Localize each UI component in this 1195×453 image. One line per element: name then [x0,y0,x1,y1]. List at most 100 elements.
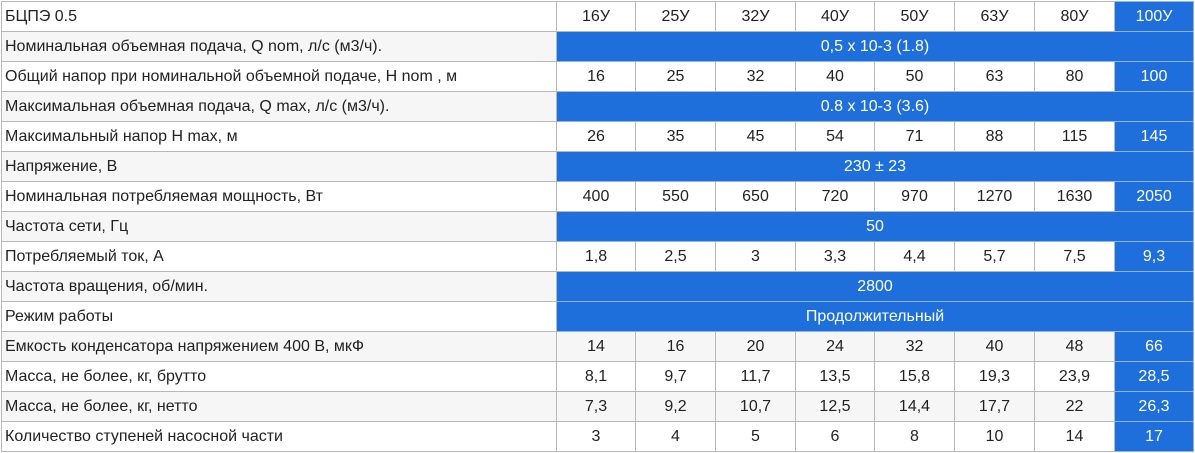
table-row: Номинальная объемная подача, Q nom, л/с … [2,32,1194,62]
value-cell: 8,1 [557,362,636,392]
row-label: Потребляемый ток, А [2,242,557,272]
row-label: Масса, не более, кг, нетто [2,392,557,422]
common-value-cell: 0.8 х 10-3 (3.6) [557,92,1194,122]
value-cell: 14 [557,332,636,362]
value-cell: 1270 [955,182,1035,212]
table-row: Общий напор при номинальной объемной под… [2,62,1194,92]
value-cell: 14,4 [875,392,955,422]
value-cell: 9,2 [636,392,716,422]
value-cell: 12,5 [796,392,875,422]
row-label: Количество ступеней насосной части [2,422,557,452]
value-cell-highlighted: 9,3 [1115,242,1194,272]
common-value-cell: 0,5 х 10-3 (1.8) [557,32,1194,62]
model-header: 25У [636,2,716,32]
value-cell: 16 [636,332,716,362]
value-cell: 5,7 [955,242,1035,272]
model-header: 80У [1035,2,1115,32]
value-cell: 720 [796,182,875,212]
row-label: Номинальная объемная подача, Q nom, л/с … [2,32,557,62]
value-cell: 11,7 [716,362,796,392]
header-label: БЦПЭ 0.5 [2,2,557,32]
value-cell: 13,5 [796,362,875,392]
table-row: Масса, не более, кг, брутто 8,1 9,7 11,7 13,… [2,362,1194,392]
table-row: Частота вращения, об/мин. 2800 [2,272,1194,302]
value-cell: 32 [716,62,796,92]
value-cell: 1630 [1035,182,1115,212]
value-cell-highlighted: 66 [1115,332,1194,362]
value-cell: 7,3 [557,392,636,422]
value-cell: 40 [796,62,875,92]
table-row: Максимальный напор H max, м 26 35 45 54 71 88 1… [2,122,1194,152]
value-cell: 17,7 [955,392,1035,422]
value-cell: 20 [716,332,796,362]
row-label: Напряжение, В [2,152,557,182]
row-label: Частота сети, Гц [2,212,557,242]
table-row: Напряжение, В 230 ± 23 [2,152,1194,182]
value-cell: 88 [955,122,1035,152]
value-cell: 7,5 [1035,242,1115,272]
value-cell: 650 [716,182,796,212]
value-cell: 4 [636,422,716,452]
value-cell: 54 [796,122,875,152]
value-cell: 3 [557,422,636,452]
value-cell: 22 [1035,392,1115,422]
value-cell: 71 [875,122,955,152]
value-cell: 80 [1035,62,1115,92]
value-cell: 35 [636,122,716,152]
value-cell: 10 [955,422,1035,452]
value-cell: 25 [636,62,716,92]
common-value-cell: 2800 [557,272,1194,302]
model-header: 32У [716,2,796,32]
table-row: Потребляемый ток, А 1,8 2,5 3 3,3 4,4 5,7 7,5 9,… [2,242,1194,272]
value-cell: 45 [716,122,796,152]
table-row: Емкость конденсатора напряжением 400 В, … [2,332,1194,362]
model-header: 63У [955,2,1035,32]
value-cell: 9,7 [636,362,716,392]
value-cell: 115 [1035,122,1115,152]
model-header-highlighted: 100У [1115,2,1194,32]
value-cell: 19,3 [955,362,1035,392]
row-label: Максимальная объемная подача, Q max, л/с… [2,92,557,122]
model-header: 16У [557,2,636,32]
value-cell: 48 [1035,332,1115,362]
common-value-cell: 50 [557,212,1194,242]
value-cell: 50 [875,62,955,92]
value-cell: 1,8 [557,242,636,272]
value-cell-highlighted: 17 [1115,422,1194,452]
common-value-cell: Продолжительный [557,302,1194,332]
value-cell: 2,5 [636,242,716,272]
table-row: Максимальная объемная подача, Q max, л/с… [2,92,1194,122]
model-header: 40У [796,2,875,32]
table-row: Количество ступеней насосной части 3 4 5 6 8 1… [2,422,1194,452]
value-cell: 23,9 [1035,362,1115,392]
value-cell: 14 [1035,422,1115,452]
row-label: Частота вращения, об/мин. [2,272,557,302]
value-cell: 15,8 [875,362,955,392]
table-row: Масса, не более, кг, нетто 7,3 9,2 10,7 12,5… [2,392,1194,422]
value-cell-highlighted: 2050 [1115,182,1194,212]
value-cell: 32 [875,332,955,362]
row-label: Емкость конденсатора напряжением 400 В, … [2,332,557,362]
row-label: Масса, не более, кг, брутто [2,362,557,392]
table-row: Частота сети, Гц 50 [2,212,1194,242]
value-cell: 6 [796,422,875,452]
value-cell: 5 [716,422,796,452]
value-cell: 40 [955,332,1035,362]
row-label: Максимальный напор H max, м [2,122,557,152]
row-label: Режим работы [2,302,557,332]
value-cell: 550 [636,182,716,212]
value-cell: 24 [796,332,875,362]
value-cell: 4,4 [875,242,955,272]
table-row: Режим работы Продолжительный [2,302,1194,332]
value-cell-highlighted: 145 [1115,122,1194,152]
value-cell: 3 [716,242,796,272]
value-cell: 970 [875,182,955,212]
common-value-cell: 230 ± 23 [557,152,1194,182]
row-label: Номинальная потребляемая мощность, Вт [2,182,557,212]
value-cell-highlighted: 26,3 [1115,392,1194,422]
value-cell-highlighted: 100 [1115,62,1194,92]
value-cell: 16 [557,62,636,92]
row-label: Общий напор при номинальной объемной под… [2,62,557,92]
value-cell: 3,3 [796,242,875,272]
